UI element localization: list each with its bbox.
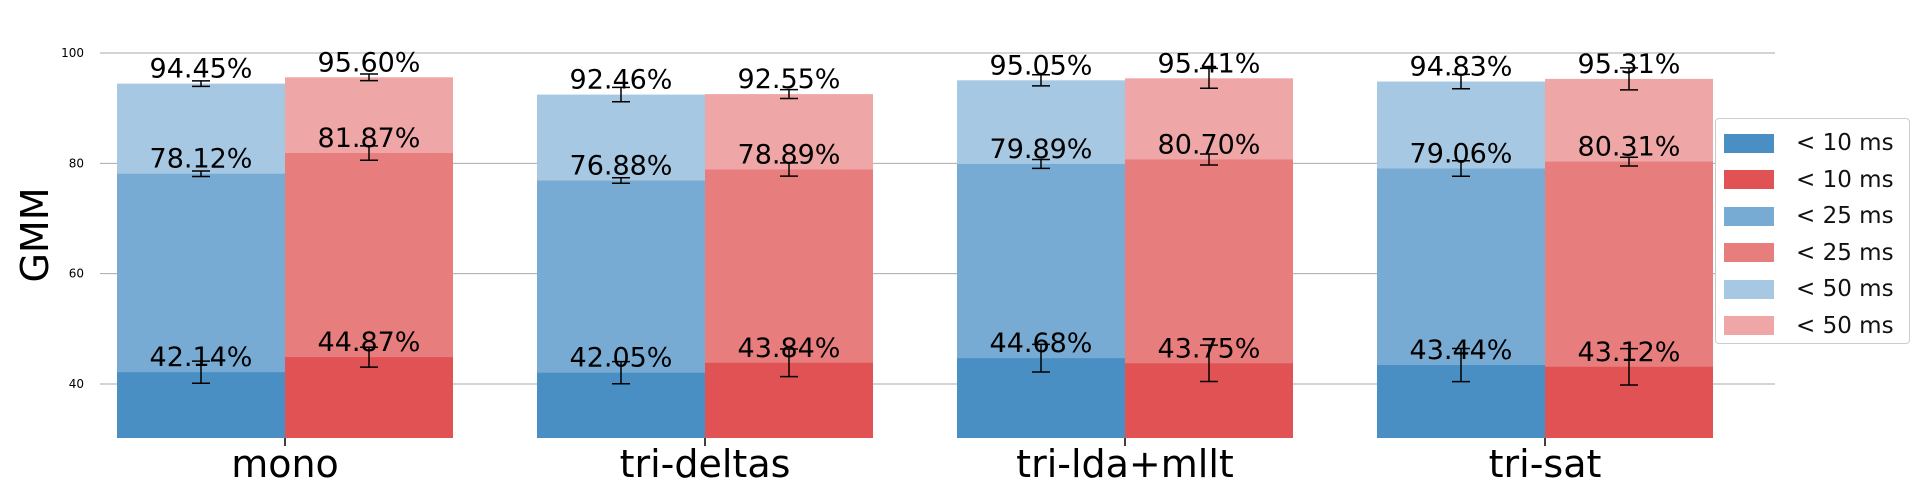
legend-item: < 25 ms [1724,235,1909,272]
legend-swatch [1724,170,1774,190]
data-labels: 42.14% 78.12% 94.45% 44.87% 81.87% 95.60% 42.0… [150,47,1681,373]
legend-item: < 50 ms [1724,271,1909,308]
data-label: 95.05% [990,50,1093,81]
legend-swatch [1724,316,1774,336]
legend-item: < 10 ms [1724,162,1909,199]
legend-label: < 50 ms [1796,312,1894,339]
data-label: 79.06% [1410,139,1513,170]
legend-swatch [1724,206,1774,226]
x-tick-label: tri-deltas [620,442,791,486]
data-label: 95.41% [1158,48,1261,79]
bars [117,77,1713,439]
data-label: 80.70% [1158,129,1261,160]
data-label: 44.68% [990,328,1093,359]
data-label: 81.87% [318,123,421,154]
data-label: 43.44% [1410,335,1513,366]
data-label: 95.31% [1578,49,1681,80]
legend-swatch [1724,133,1774,153]
data-label: 43.12% [1578,337,1681,368]
data-label: 76.88% [570,151,673,182]
legend-label: < 25 ms [1796,239,1894,266]
data-label: 78.12% [150,144,253,175]
legend-label: < 50 ms [1796,276,1894,303]
data-label: 95.60% [318,47,421,78]
legend-label: < 25 ms [1796,203,1894,230]
y-axis-label: GMM [13,187,57,282]
data-label: 94.45% [150,54,253,85]
y-tick-label: 60 [69,267,84,281]
error-bars [192,67,1638,386]
legend-swatch [1724,243,1774,263]
legend: < 10 ms < 10 ms < 25 ms < 25 ms < 50 ms < 50 … [1715,118,1910,344]
y-tick-label: 80 [69,156,84,170]
data-label: 43.75% [1158,333,1261,364]
legend-label: < 10 ms [1796,166,1894,193]
data-label: 42.14% [150,342,253,373]
legend-item: < 50 ms [1724,308,1909,345]
y-tick-label: 40 [69,377,84,391]
legend-swatch [1724,279,1774,299]
data-label: 92.46% [570,65,673,96]
legend-label: < 10 ms [1796,130,1894,157]
data-label: 79.89% [990,134,1093,165]
legend-item: < 25 ms [1724,198,1909,235]
data-label: 92.55% [738,64,841,95]
data-label: 78.89% [738,139,841,170]
bar-red-10ms [285,357,453,438]
data-label: 42.05% [570,343,673,374]
x-tick-label: tri-lda+mllt [1016,442,1234,486]
axes: 40 60 80 100 GMM mono tri-deltas tri-lda+mllt tr… [13,46,1601,486]
data-label: 43.84% [738,333,841,364]
legend-item: < 10 ms [1724,125,1909,162]
y-tick-label: 100 [61,46,84,60]
data-label: 80.31% [1578,132,1681,163]
data-label: 94.83% [1410,52,1513,83]
x-tick-label: mono [231,442,339,486]
x-tick-label: tri-sat [1489,442,1602,486]
data-label: 44.87% [318,327,421,358]
